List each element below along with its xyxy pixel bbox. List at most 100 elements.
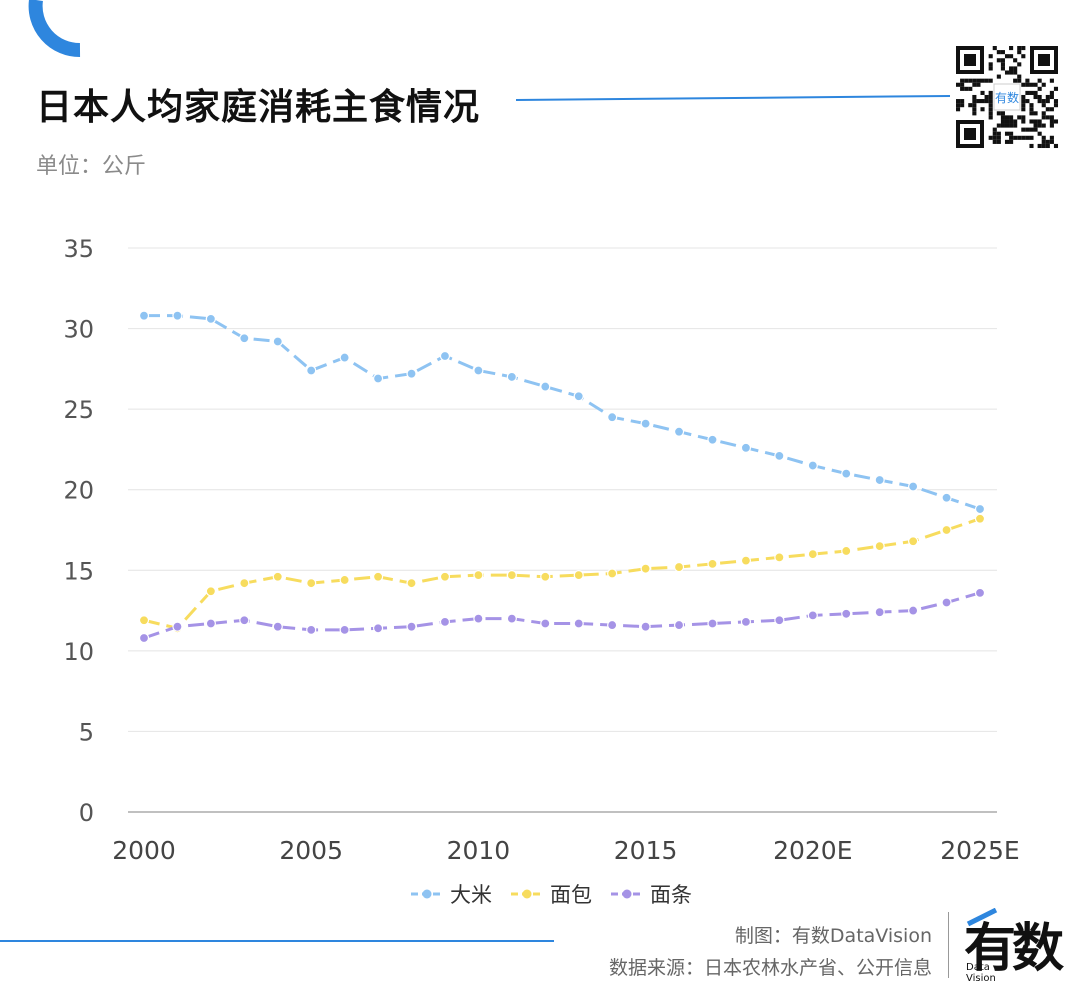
data-point (506, 371, 517, 383)
data-point (673, 426, 685, 437)
qr-code: 有数 (950, 40, 1064, 154)
data-point (406, 368, 417, 379)
data-point (473, 613, 484, 624)
data-point (874, 607, 885, 618)
y-tick-label: 25 (63, 396, 94, 424)
data-point (205, 313, 216, 325)
y-tick-label: 30 (63, 316, 94, 344)
y-tick-label: 15 (63, 557, 94, 585)
legend-swatch (411, 889, 443, 899)
qr-logo-icon: 有数 (995, 90, 1019, 105)
data-point (439, 571, 451, 582)
logo-divider (948, 912, 949, 978)
data-point (306, 624, 317, 636)
data-point (540, 618, 551, 629)
legend-item: 面条 (610, 879, 692, 909)
data-point (908, 481, 919, 492)
y-tick-label: 0 (79, 799, 94, 827)
data-point (841, 468, 852, 479)
data-point (339, 574, 350, 586)
legend-label: 面包 (550, 883, 592, 907)
y-axis-ticks: 0 5 10 15 20 25 30 35 (63, 235, 94, 827)
data-point (607, 568, 618, 579)
data-point (306, 578, 317, 589)
series-2 (138, 513, 986, 634)
series-line (144, 314, 981, 511)
unit-label: 单位：公斤 (36, 154, 147, 179)
data-point (573, 570, 584, 581)
data-point (439, 350, 451, 362)
data-point (807, 610, 818, 621)
data-point (372, 623, 384, 634)
data-point (941, 597, 952, 608)
data-point (272, 621, 283, 632)
series-line (143, 517, 981, 630)
data-point (740, 442, 752, 453)
data-point (339, 624, 350, 636)
x-tick-label: 2000 (112, 836, 176, 865)
data-point (573, 391, 584, 402)
legend-label: 面条 (650, 883, 692, 907)
data-point (272, 571, 283, 582)
data-point (640, 418, 651, 429)
footer-accent-line (0, 940, 554, 942)
data-point (406, 578, 417, 589)
data-point (607, 619, 618, 631)
brand-logo-subtitle: Data Vision (966, 962, 996, 984)
data-point (707, 434, 718, 445)
logo-accent-stroke (966, 908, 998, 927)
legend-item: 面包 (510, 879, 592, 909)
legend: 大米 面包 面条 (410, 878, 692, 910)
data-point (908, 605, 919, 616)
series-line (143, 591, 981, 640)
logo-sub-vision: Vision (966, 973, 996, 984)
legend-swatch (511, 889, 543, 899)
x-axis-ticks: 2000 2005 2010 2015 2020E 2025E (112, 836, 1020, 865)
series-1 (138, 310, 986, 515)
data-point (740, 616, 752, 627)
data-point (372, 571, 384, 582)
legend-label: 大米 (450, 883, 492, 907)
data-point (573, 618, 584, 629)
x-tick-label: 2020E (773, 836, 852, 865)
data-point (172, 310, 183, 321)
data-point (974, 513, 986, 524)
series-3 (138, 587, 986, 644)
data-point (908, 536, 919, 547)
y-tick-label: 35 (63, 235, 94, 263)
x-tick-label: 2025E (940, 836, 1019, 865)
data-point (874, 541, 885, 552)
data-point (607, 412, 618, 423)
line-chart: 0 5 10 15 20 25 30 35 2000 2005 2010 2015 2020E 2025… (63, 235, 1020, 865)
data-point (707, 558, 718, 569)
data-point (473, 570, 484, 581)
data-point (740, 555, 752, 566)
grid-lines (128, 247, 997, 813)
data-point (941, 524, 952, 536)
data-point (138, 615, 150, 626)
data-point (673, 619, 685, 631)
data-point (540, 571, 551, 582)
data-point (306, 365, 317, 376)
x-tick-label: 2010 (447, 836, 511, 865)
data-point (372, 373, 384, 384)
data-point (272, 336, 283, 347)
title-underline-decoration (515, 95, 951, 101)
data-point (707, 618, 718, 629)
data-point (205, 618, 216, 629)
data-point (807, 549, 818, 560)
data-point (473, 365, 484, 376)
data-point (974, 587, 986, 598)
data-point (841, 545, 852, 557)
corner-arc-decoration (28, 0, 81, 58)
data-point (874, 474, 885, 486)
source-text: 数据来源：日本农林水产省、公开信息 (608, 957, 932, 979)
data-point (774, 615, 785, 626)
data-point (640, 621, 651, 632)
data-point (239, 578, 250, 589)
data-point (138, 632, 150, 644)
data-point (506, 613, 517, 624)
data-point (640, 563, 651, 574)
data-point (673, 561, 685, 573)
data-point (339, 352, 350, 363)
